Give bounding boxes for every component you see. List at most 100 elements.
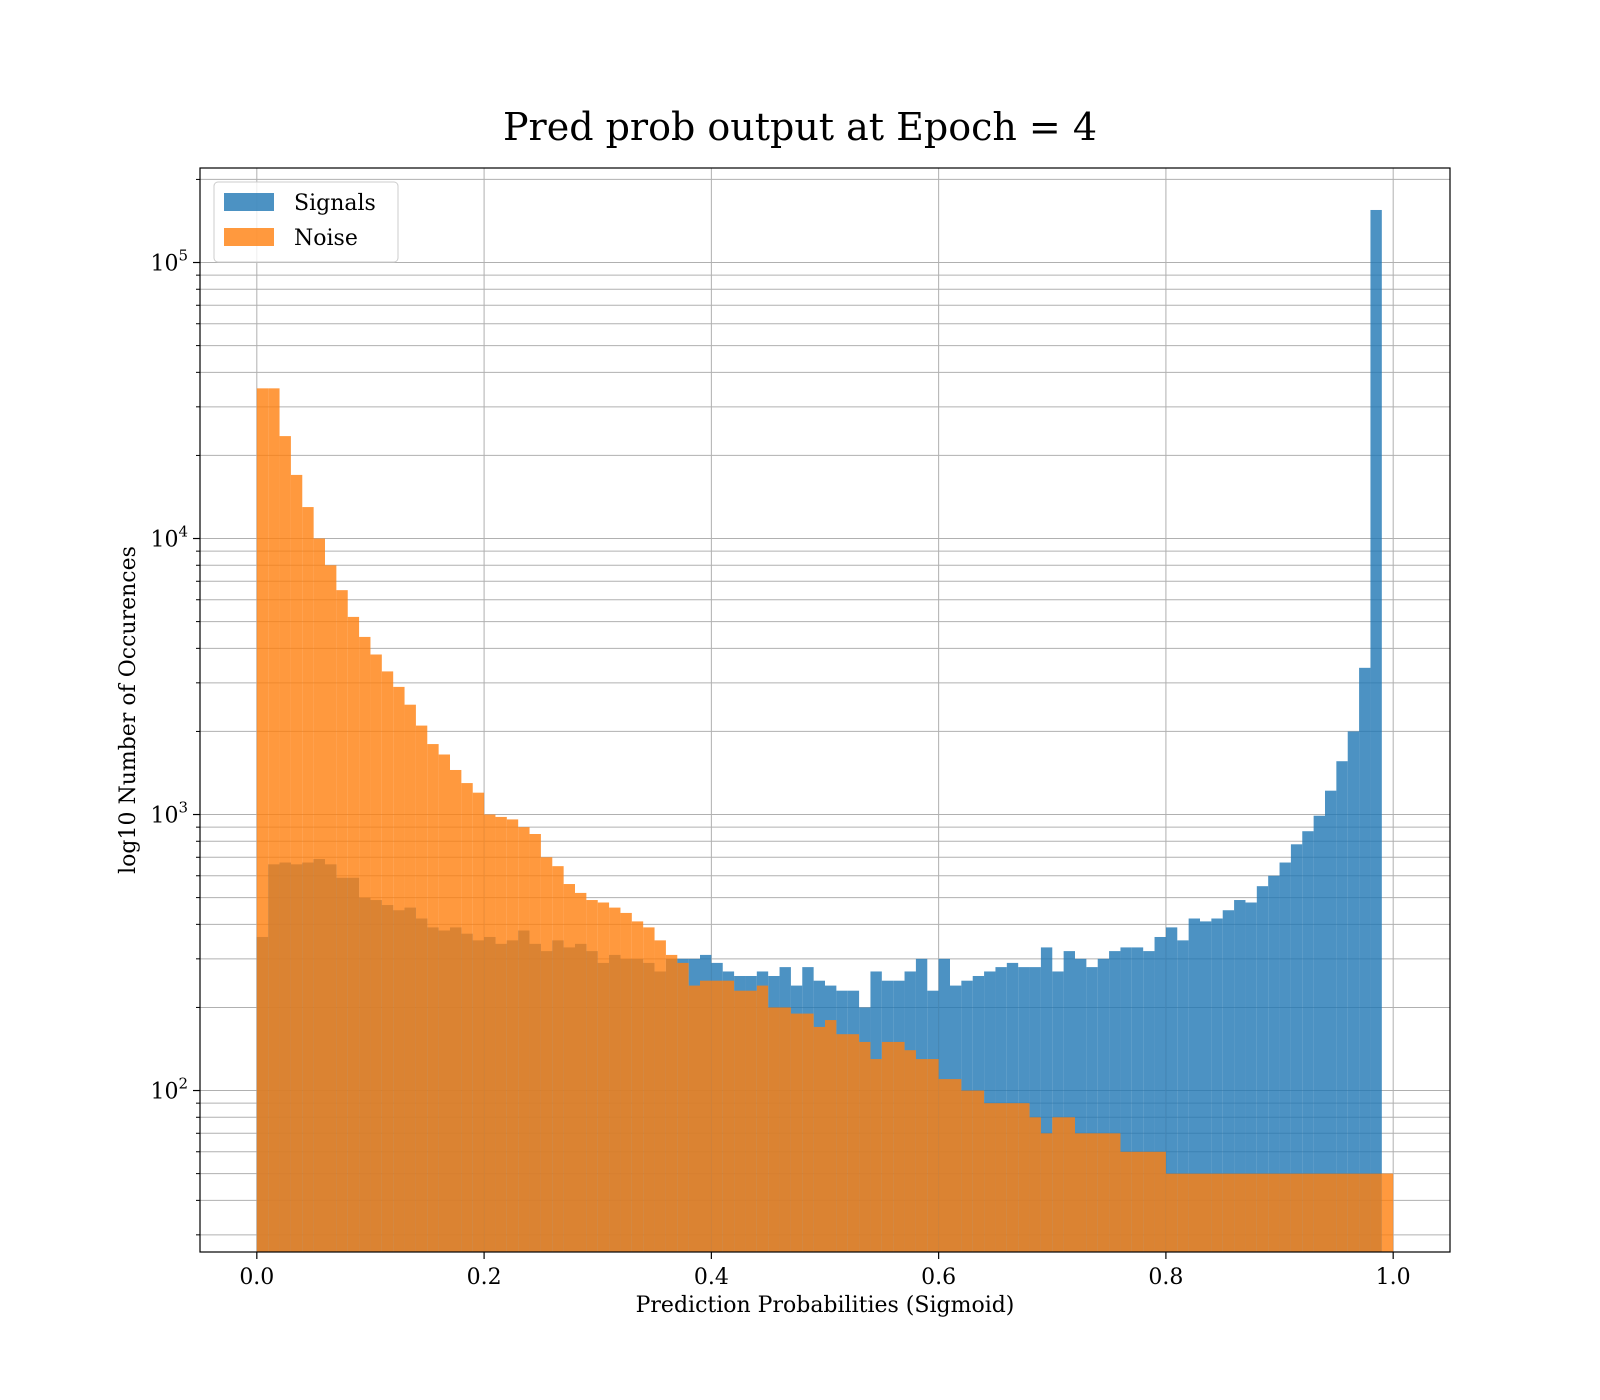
noise-bar <box>1063 1117 1075 1252</box>
noise-bar <box>575 892 587 1252</box>
legend-swatch-noise <box>224 228 274 246</box>
noise-bar <box>790 1013 803 1252</box>
noise-bar <box>495 816 507 1252</box>
legend: Signals Noise <box>213 181 399 263</box>
noise-bar <box>563 884 575 1252</box>
x-axis-label: Prediction Probabilities (Sigmoid) <box>636 1293 1015 1318</box>
signals-bar <box>1336 761 1348 1252</box>
noise-bar <box>631 921 644 1252</box>
noise-bar <box>620 912 632 1252</box>
noise-bar <box>1177 1173 1189 1252</box>
signals-bar <box>1075 958 1087 1252</box>
noise-bars <box>256 388 1394 1252</box>
noise-bar <box>290 474 303 1252</box>
noise-bar <box>1040 1133 1053 1252</box>
noise-bar <box>643 927 655 1252</box>
signals-bar <box>1370 209 1382 1253</box>
signals-bar <box>1143 951 1155 1252</box>
x-tick-label: 0.8 <box>1148 1265 1183 1290</box>
signals-bar <box>1086 967 1098 1252</box>
noise-bar <box>813 1026 825 1252</box>
signals-bar <box>1177 940 1189 1252</box>
noise-bar <box>995 1103 1007 1252</box>
chart-title: Pred prob output at Epoch = 4 <box>503 105 1097 149</box>
noise-bar <box>1336 1173 1348 1252</box>
noise-bar <box>1279 1173 1291 1252</box>
noise-bar <box>1347 1173 1360 1252</box>
noise-bar <box>1325 1173 1337 1252</box>
signals-bar <box>1268 875 1280 1252</box>
noise-bar <box>688 985 700 1252</box>
noise-bar <box>313 538 325 1252</box>
noise-bar <box>370 654 382 1252</box>
noise-bar <box>1200 1173 1212 1252</box>
signals-bar <box>1131 947 1144 1252</box>
y-axis-label: log10 Number of Occurences <box>116 546 141 874</box>
noise-bar <box>654 940 666 1252</box>
signals-bar <box>1325 790 1337 1252</box>
y-tick-label: 103 <box>150 799 188 829</box>
noise-bar <box>1131 1151 1144 1252</box>
noise-bar <box>1029 1117 1041 1252</box>
noise-bar <box>1381 1173 1394 1252</box>
noise-bar <box>711 980 723 1252</box>
noise-bar <box>1256 1173 1269 1252</box>
noise-bar <box>472 792 485 1252</box>
noise-bar <box>665 954 678 1252</box>
x-tick-label: 0.6 <box>921 1265 956 1290</box>
noise-bar <box>1268 1173 1280 1252</box>
noise-bar <box>1075 1133 1087 1252</box>
noise-bar <box>336 590 348 1252</box>
noise-bar <box>1052 1117 1064 1252</box>
signals-bar <box>1063 951 1075 1252</box>
legend-label-signals: Signals <box>294 191 376 216</box>
noise-bar <box>484 814 496 1252</box>
noise-bar <box>779 1007 791 1252</box>
signals-bar <box>1256 886 1269 1252</box>
noise-bar <box>870 1059 882 1252</box>
x-tick-label: 1.0 <box>1376 1265 1411 1290</box>
noise-bar <box>1359 1173 1371 1252</box>
noise-bar <box>404 704 416 1252</box>
noise-bar <box>1302 1173 1314 1252</box>
noise-bar <box>586 900 598 1252</box>
noise-bar <box>938 1079 950 1252</box>
noise-bar <box>1018 1103 1030 1252</box>
signals-bar <box>1290 844 1303 1252</box>
noise-bar <box>881 1041 894 1252</box>
signals-bar <box>1040 947 1053 1252</box>
noise-bar <box>279 436 291 1252</box>
noise-bar <box>427 744 439 1252</box>
noise-bar <box>1109 1133 1121 1252</box>
noise-bar <box>722 980 735 1252</box>
noise-bar <box>950 1079 962 1252</box>
noise-bar <box>518 827 530 1252</box>
y-tick-label: 102 <box>150 1075 188 1105</box>
noise-bar <box>540 857 553 1252</box>
noise-bar <box>1154 1151 1166 1252</box>
legend-label-noise: Noise <box>294 226 358 251</box>
noise-bar <box>1120 1151 1132 1252</box>
noise-bar <box>1234 1173 1246 1252</box>
signals-bar <box>1279 862 1291 1252</box>
noise-bar <box>1188 1173 1200 1252</box>
noise-bar <box>325 565 337 1252</box>
noise-bar <box>700 980 712 1252</box>
noise-bar <box>393 686 405 1252</box>
noise-bar <box>359 636 371 1252</box>
noise-bar <box>597 902 610 1252</box>
signals-bar <box>1245 902 1257 1252</box>
noise-bar <box>529 834 541 1252</box>
noise-bar <box>1245 1173 1257 1252</box>
noise-bar <box>677 962 689 1252</box>
noise-bar <box>381 671 394 1252</box>
y-axis-ticks: 102 103 104 105 <box>150 178 200 1236</box>
signals-bar <box>1188 918 1200 1252</box>
signals-bar <box>1222 910 1235 1252</box>
y-tick-label: 104 <box>150 523 188 553</box>
noise-bar <box>802 1013 814 1252</box>
noise-bar <box>1313 1173 1325 1252</box>
signals-bar <box>1234 900 1246 1252</box>
noise-bar <box>904 1050 916 1252</box>
